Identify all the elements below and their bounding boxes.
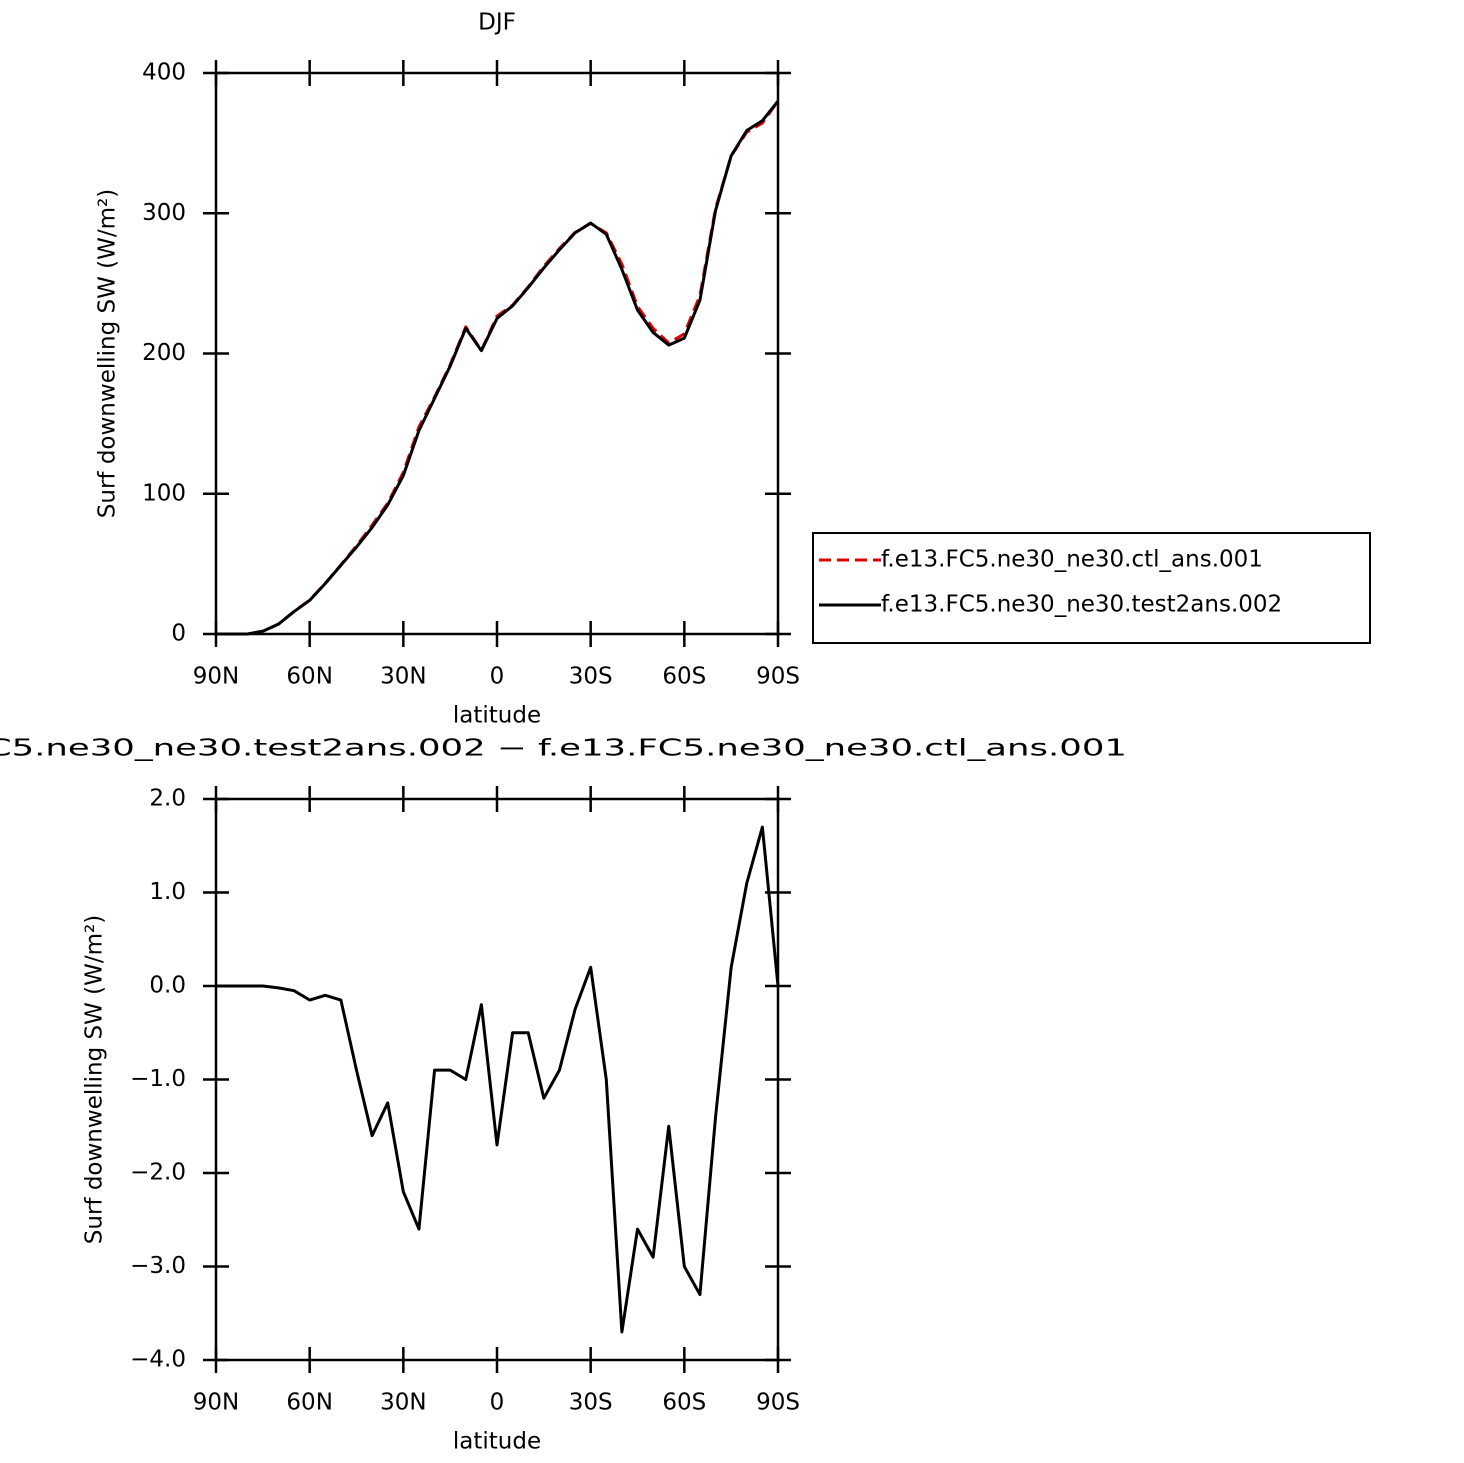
chart-title: DJF bbox=[478, 10, 516, 36]
series-line bbox=[216, 100, 780, 636]
x-tick-label: 60S bbox=[662, 1390, 706, 1416]
y-tick-label: −2.0 bbox=[130, 1160, 186, 1186]
x-tick-label: 30S bbox=[569, 1390, 613, 1416]
x-tick-label: 90S bbox=[756, 664, 800, 690]
y-tick-label: 0.0 bbox=[149, 973, 186, 999]
chart-title: f.e13.FC5.ne30_ne30.test2ans.002 − f.e13… bbox=[0, 736, 1127, 762]
x-axis-label: latitude bbox=[453, 703, 541, 729]
plot-frame bbox=[214, 797, 780, 1362]
y-tick-label: −1.0 bbox=[130, 1066, 186, 1092]
plot-frame bbox=[214, 71, 780, 636]
y-tick-label: 0 bbox=[171, 621, 186, 647]
legend-label: f.e13.FC5.ne30_ne30.ctl_ans.001 bbox=[881, 547, 1263, 573]
x-axis-label: latitude bbox=[453, 1429, 541, 1455]
x-tick-label: 90N bbox=[193, 664, 239, 690]
x-tick-label: 0 bbox=[490, 664, 505, 690]
x-tick-label: 60S bbox=[662, 664, 706, 690]
y-tick-label: 400 bbox=[142, 60, 186, 86]
x-tick-label: 60N bbox=[286, 664, 332, 690]
x-tick-label: 30N bbox=[380, 1390, 426, 1416]
y-axis-label: Surf downwelling SW (W/m²) bbox=[82, 915, 108, 1244]
x-tick-label: 30S bbox=[569, 664, 613, 690]
y-tick-label: 2.0 bbox=[149, 786, 186, 812]
legend-label: f.e13.FC5.ne30_ne30.test2ans.002 bbox=[881, 592, 1282, 618]
x-tick-label: 90S bbox=[756, 1390, 800, 1416]
legend: f.e13.FC5.ne30_ne30.ctl_ans.001 f.e13.FC5… bbox=[812, 532, 1371, 645]
y-tick-label: 200 bbox=[142, 340, 186, 366]
x-tick-label: 60N bbox=[286, 1390, 332, 1416]
series-line bbox=[216, 825, 780, 1334]
series-line bbox=[216, 100, 780, 636]
y-tick-label: 1.0 bbox=[149, 879, 186, 905]
y-tick-label: 300 bbox=[142, 200, 186, 226]
x-tick-label: 0 bbox=[490, 1390, 505, 1416]
y-axis-label: Surf downwelling SW (W/m²) bbox=[95, 189, 121, 518]
x-tick-label: 90N bbox=[193, 1390, 239, 1416]
y-tick-label: −4.0 bbox=[130, 1347, 186, 1373]
legend-box bbox=[812, 532, 1371, 645]
x-tick-label: 30N bbox=[380, 664, 426, 690]
y-tick-label: −3.0 bbox=[130, 1253, 186, 1279]
y-tick-label: 100 bbox=[142, 480, 186, 506]
